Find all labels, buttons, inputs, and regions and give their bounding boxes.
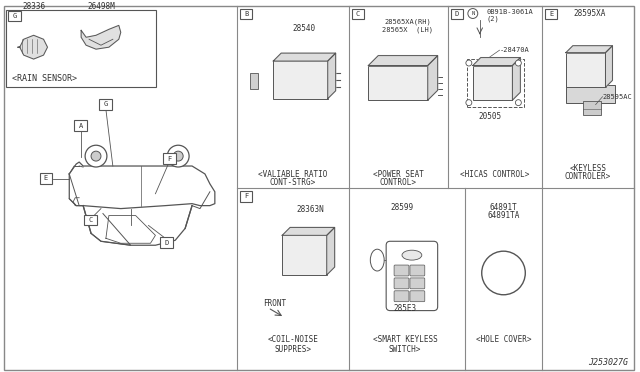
- Text: E: E: [44, 175, 48, 182]
- Text: 28595AC: 28595AC: [602, 94, 632, 100]
- Text: G: G: [12, 13, 17, 19]
- Circle shape: [85, 145, 107, 167]
- Circle shape: [167, 145, 189, 167]
- FancyBboxPatch shape: [410, 291, 425, 302]
- FancyBboxPatch shape: [410, 265, 425, 276]
- Text: SWITCH>: SWITCH>: [388, 345, 421, 354]
- Text: B: B: [244, 11, 248, 17]
- Polygon shape: [327, 227, 335, 275]
- Circle shape: [515, 100, 522, 106]
- Text: 285E3: 285E3: [394, 304, 417, 312]
- Bar: [566, 52, 605, 87]
- Text: G: G: [103, 101, 108, 107]
- Polygon shape: [369, 55, 438, 65]
- Text: F: F: [168, 155, 172, 161]
- Bar: [163, 153, 176, 164]
- FancyBboxPatch shape: [394, 291, 409, 302]
- Text: 28336: 28336: [22, 1, 45, 10]
- Text: <SMART KEYLESS: <SMART KEYLESS: [372, 335, 437, 344]
- Bar: [74, 121, 87, 131]
- Polygon shape: [428, 55, 438, 100]
- Text: 64891T: 64891T: [490, 203, 517, 212]
- Bar: [84, 215, 97, 225]
- Bar: [40, 173, 52, 184]
- Bar: [273, 61, 328, 99]
- Text: D: D: [164, 240, 169, 246]
- Bar: [566, 85, 616, 103]
- Text: 0B91B-3061A: 0B91B-3061A: [486, 9, 533, 15]
- Text: 28599: 28599: [390, 203, 413, 212]
- Text: 28565X  (LH): 28565X (LH): [383, 27, 433, 33]
- Text: <POWER SEAT: <POWER SEAT: [372, 170, 424, 179]
- Text: 26498M: 26498M: [87, 1, 115, 10]
- FancyBboxPatch shape: [410, 278, 425, 289]
- Ellipse shape: [371, 249, 384, 271]
- Text: CONT-STRG>: CONT-STRG>: [269, 178, 316, 187]
- Text: C: C: [88, 217, 93, 223]
- Bar: [161, 237, 173, 248]
- Text: F: F: [244, 193, 248, 199]
- Ellipse shape: [402, 250, 422, 260]
- Bar: [250, 73, 258, 89]
- Polygon shape: [18, 35, 47, 59]
- Bar: [282, 235, 327, 275]
- Text: <RAIN SENSOR>: <RAIN SENSOR>: [12, 74, 77, 83]
- Bar: [351, 9, 364, 19]
- Polygon shape: [513, 58, 520, 100]
- Text: 28595XA: 28595XA: [573, 9, 606, 19]
- Bar: [545, 9, 557, 19]
- Polygon shape: [605, 46, 612, 87]
- Circle shape: [173, 151, 183, 161]
- Text: D: D: [455, 11, 459, 17]
- Text: 28540: 28540: [293, 24, 316, 33]
- Text: <KEYLESS: <KEYLESS: [569, 164, 606, 173]
- Text: A: A: [79, 123, 83, 129]
- Bar: [239, 9, 252, 19]
- Circle shape: [468, 9, 478, 19]
- Polygon shape: [273, 53, 335, 61]
- Circle shape: [466, 60, 472, 66]
- Text: <HICAS CONTROL>: <HICAS CONTROL>: [460, 170, 529, 179]
- Bar: [467, 59, 524, 107]
- Text: 28363N: 28363N: [296, 205, 324, 214]
- Polygon shape: [566, 46, 612, 52]
- Text: (2): (2): [486, 15, 499, 22]
- Text: CONTROLER>: CONTROLER>: [564, 172, 611, 181]
- Bar: [451, 9, 463, 19]
- Circle shape: [91, 151, 101, 161]
- Circle shape: [482, 251, 525, 295]
- Text: 64891TA: 64891TA: [487, 212, 520, 221]
- Polygon shape: [328, 53, 335, 99]
- FancyBboxPatch shape: [386, 241, 438, 311]
- Bar: [369, 65, 428, 100]
- Polygon shape: [81, 25, 121, 49]
- Polygon shape: [282, 227, 335, 235]
- Bar: [99, 99, 112, 110]
- Text: J253027G: J253027G: [588, 358, 628, 367]
- Text: -28470A: -28470A: [500, 47, 529, 53]
- Bar: [239, 191, 252, 202]
- Text: 28565XA(RH): 28565XA(RH): [385, 19, 431, 25]
- Circle shape: [466, 100, 472, 106]
- Circle shape: [515, 60, 522, 66]
- FancyBboxPatch shape: [394, 265, 409, 276]
- Text: E: E: [549, 11, 553, 17]
- Text: CONTROL>: CONTROL>: [380, 178, 417, 187]
- Text: FRONT: FRONT: [263, 299, 286, 308]
- Bar: [8, 10, 20, 22]
- Bar: [583, 101, 600, 115]
- Text: <HOLE COVER>: <HOLE COVER>: [476, 335, 531, 344]
- FancyBboxPatch shape: [394, 278, 409, 289]
- Text: <VALIABLE RATIO: <VALIABLE RATIO: [258, 170, 327, 179]
- Text: SUPPRES>: SUPPRES>: [274, 345, 311, 354]
- Bar: [6, 10, 156, 87]
- Text: 20505: 20505: [478, 112, 501, 121]
- Bar: [473, 65, 513, 100]
- Polygon shape: [473, 58, 520, 65]
- Text: C: C: [356, 11, 360, 17]
- Text: <COIL-NOISE: <COIL-NOISE: [267, 335, 318, 344]
- Text: N: N: [471, 11, 474, 16]
